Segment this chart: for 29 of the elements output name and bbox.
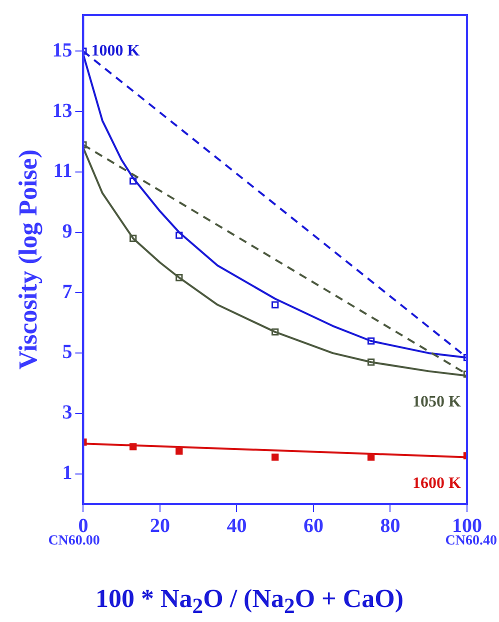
y-tick-label: 11 bbox=[53, 160, 72, 182]
x-tick-label: 40 bbox=[226, 515, 247, 538]
x-tick-label: 20 bbox=[150, 515, 170, 538]
point bbox=[272, 301, 279, 308]
y-tick-label: 7 bbox=[62, 280, 72, 303]
point bbox=[130, 234, 137, 242]
y-tick-label: 5 bbox=[62, 341, 72, 364]
x-tick-label: 60 bbox=[303, 515, 324, 538]
series-label: 1000 K bbox=[91, 42, 140, 60]
point bbox=[367, 337, 375, 345]
y-tick-label: 13 bbox=[52, 100, 72, 122]
x-axis-title: 100 * Na$_{2}$O / (Na$_{2}$O + CaO) bbox=[94, 584, 405, 620]
series-label: 1050 K bbox=[412, 393, 462, 410]
text: CN60.00 bbox=[48, 534, 100, 549]
point bbox=[176, 448, 183, 455]
y-axis-title: Viscosity (log Poise) bbox=[13, 150, 42, 370]
point bbox=[272, 328, 279, 336]
x-tick-label: 80 bbox=[380, 515, 400, 538]
point bbox=[367, 358, 375, 366]
point bbox=[176, 232, 183, 239]
point bbox=[272, 454, 279, 461]
y-tick-label: 1 bbox=[62, 462, 72, 484]
series-label: 1600 K bbox=[412, 474, 462, 492]
y-tick-label: 15 bbox=[52, 39, 72, 62]
point bbox=[130, 177, 137, 185]
point bbox=[176, 274, 183, 282]
y-tick-label: 9 bbox=[62, 220, 72, 243]
y-tick-label: 3 bbox=[62, 402, 72, 424]
text: CN60.40 bbox=[445, 534, 497, 549]
